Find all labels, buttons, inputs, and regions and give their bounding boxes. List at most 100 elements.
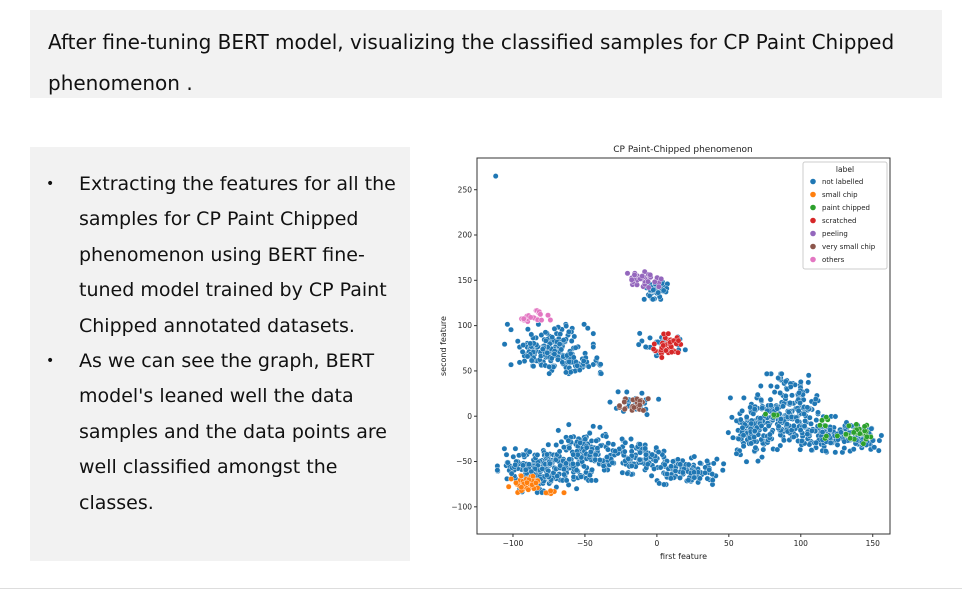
data-point	[593, 437, 600, 444]
x-tick-label: 0	[654, 539, 659, 548]
data-point	[832, 413, 839, 420]
series-peeling	[624, 268, 665, 291]
data-point	[561, 466, 567, 473]
data-point	[636, 330, 643, 337]
legend-marker	[810, 230, 816, 237]
data-point	[787, 399, 793, 406]
data-point	[524, 479, 530, 486]
data-point	[823, 414, 830, 421]
data-point	[709, 471, 716, 477]
data-point	[643, 451, 649, 458]
data-point	[551, 325, 558, 332]
data-point	[775, 423, 782, 430]
data-point	[578, 473, 585, 480]
data-point	[555, 427, 562, 434]
data-point	[623, 389, 630, 395]
data-point	[767, 402, 774, 409]
data-point	[590, 423, 597, 430]
x-tick-label: 50	[724, 539, 734, 548]
data-point	[555, 356, 561, 363]
series-small-chip	[505, 472, 567, 497]
data-point	[763, 370, 770, 377]
data-point	[544, 451, 550, 458]
data-point	[590, 330, 597, 337]
data-point	[704, 458, 710, 464]
data-point	[609, 459, 616, 466]
data-point	[767, 383, 774, 389]
data-point	[774, 383, 780, 390]
data-point	[570, 354, 577, 361]
legend-marker	[810, 191, 816, 198]
data-point	[514, 338, 521, 345]
data-point	[619, 436, 626, 442]
data-point	[805, 379, 812, 386]
legend-entry: small chip	[822, 191, 858, 199]
data-point	[545, 312, 551, 319]
data-point	[553, 442, 560, 448]
data-point	[655, 283, 662, 290]
data-point	[628, 462, 635, 469]
data-point	[638, 390, 645, 397]
x-axis-label: first feature	[660, 552, 707, 561]
data-point	[554, 473, 561, 479]
x-tick-label: 150	[866, 539, 881, 548]
data-point	[605, 440, 612, 447]
data-point	[767, 396, 774, 403]
data-point	[547, 487, 554, 494]
data-point	[501, 341, 508, 348]
data-point	[546, 363, 553, 370]
data-point	[537, 311, 544, 318]
data-point	[501, 445, 508, 452]
data-point	[743, 458, 750, 465]
ticks-layer: −100 −50 0 50 100 150 −100 −50 0 50 100 150 200 250	[451, 185, 880, 548]
data-point	[520, 315, 527, 322]
y-tick-label: 250	[458, 185, 473, 194]
data-point	[527, 340, 534, 347]
data-point	[648, 472, 655, 479]
data-point	[574, 362, 581, 369]
data-point	[657, 464, 664, 471]
data-point	[549, 334, 556, 341]
data-point	[645, 284, 652, 291]
data-point	[607, 399, 613, 405]
data-point	[658, 275, 665, 282]
data-point	[639, 273, 646, 280]
legend-entry: others	[822, 256, 845, 264]
data-point	[539, 346, 546, 353]
data-point	[518, 473, 525, 479]
data-point	[819, 417, 825, 424]
data-point	[863, 433, 870, 440]
data-point	[762, 426, 768, 433]
data-point	[822, 448, 829, 454]
data-point	[780, 403, 786, 410]
data-point	[621, 399, 628, 405]
data-point	[813, 439, 820, 446]
data-point	[526, 461, 532, 468]
data-point	[651, 278, 658, 285]
bullet-item: • As we can see the graph, BERT model's l…	[30, 344, 410, 521]
series-scratched	[650, 330, 684, 361]
data-point	[837, 429, 844, 436]
data-point	[655, 289, 662, 296]
y-tick-label: 150	[458, 276, 473, 285]
data-point	[675, 349, 681, 356]
data-point	[558, 346, 565, 353]
plot-frame	[476, 157, 891, 535]
data-point	[592, 477, 599, 484]
data-point	[558, 438, 565, 445]
data-point	[508, 361, 514, 368]
data-point	[561, 471, 568, 478]
data-point	[619, 469, 626, 476]
data-point	[563, 460, 569, 467]
data-point	[628, 276, 635, 283]
data-point	[691, 453, 698, 460]
data-point	[563, 369, 569, 376]
data-point	[868, 425, 875, 432]
data-point	[795, 407, 802, 414]
data-point	[566, 358, 573, 365]
data-point	[771, 389, 778, 396]
legend-entry: scratched	[822, 217, 856, 225]
data-point	[637, 449, 644, 456]
data-point	[797, 427, 804, 434]
data-point	[589, 466, 595, 473]
